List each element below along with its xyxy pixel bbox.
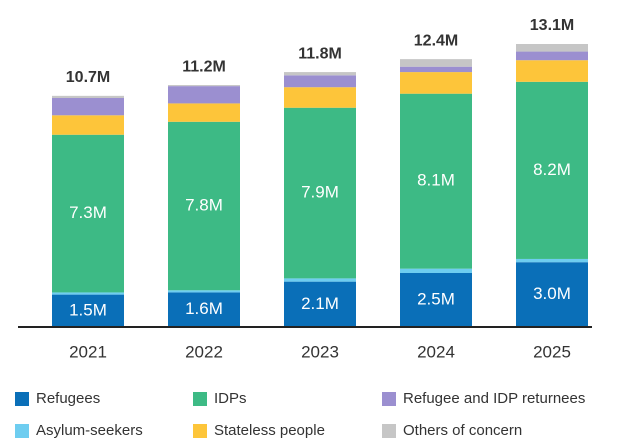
bar-segment [516, 51, 588, 61]
bar-segment [168, 290, 240, 293]
bar-segment [52, 98, 124, 116]
bar-segment [168, 86, 240, 104]
bar-segment [284, 72, 356, 76]
legend-label: Others of concern [403, 422, 522, 439]
bar-segment [516, 44, 588, 52]
bar-segment [52, 95, 124, 99]
bar-segment [284, 75, 356, 88]
legend-swatch [15, 424, 29, 438]
total-label: 11.8M [298, 45, 342, 62]
legend-swatch [15, 392, 29, 406]
data-label: 7.8M [185, 196, 223, 215]
legend-label: IDPs [214, 390, 247, 407]
data-label: 2.1M [301, 294, 339, 313]
bar-segment [284, 278, 356, 282]
data-label: 3.0M [533, 284, 571, 303]
bar-segment [52, 115, 124, 135]
bar-segment [400, 59, 472, 67]
data-label: 2.5M [417, 289, 455, 308]
bar-segment [52, 292, 124, 295]
total-label: 10.7M [66, 69, 110, 86]
x-tick-label: 2022 [185, 342, 223, 361]
total-label: 12.4M [414, 32, 458, 49]
data-label: 7.3M [69, 203, 107, 222]
legend-swatch [382, 424, 396, 438]
bar-segment [168, 85, 240, 87]
data-label: 1.5M [69, 300, 107, 319]
data-label: 8.2M [533, 160, 571, 179]
data-label: 7.9M [301, 183, 339, 202]
x-tick-label: 2021 [69, 342, 107, 361]
bar-segment [284, 281, 356, 327]
legend-label: Refugee and IDP returnees [403, 390, 585, 407]
legend-label: Refugees [36, 390, 100, 407]
bar-segment [284, 107, 356, 279]
total-label: 13.1M [530, 17, 574, 34]
legend-label: Stateless people [214, 422, 325, 439]
bar-segment [516, 262, 588, 327]
bar-segment [400, 93, 472, 269]
bar-segment [52, 294, 124, 327]
bar-segment [516, 60, 588, 82]
x-tick-label: 2025 [533, 342, 571, 361]
bar-segment [516, 81, 588, 259]
legend-label: Asylum-seekers [36, 422, 143, 439]
bar-segment [400, 272, 472, 327]
legend-swatch [193, 392, 207, 406]
x-tick-label: 2023 [301, 342, 339, 361]
bar-segment [400, 268, 472, 273]
bar-segment [168, 103, 240, 122]
bar-segment [284, 87, 356, 108]
x-tick-label: 2024 [417, 342, 455, 361]
bar-segment [400, 72, 472, 94]
bar-segment [516, 258, 588, 263]
data-label: 8.1M [417, 171, 455, 190]
legend-swatch [193, 424, 207, 438]
data-label: 1.6M [185, 299, 223, 318]
bar-segment [400, 66, 472, 73]
bar-segment [52, 134, 124, 293]
total-label: 11.2M [182, 58, 226, 75]
legend-swatch [382, 392, 396, 406]
bar-segment [168, 292, 240, 327]
bar-segment [168, 121, 240, 291]
